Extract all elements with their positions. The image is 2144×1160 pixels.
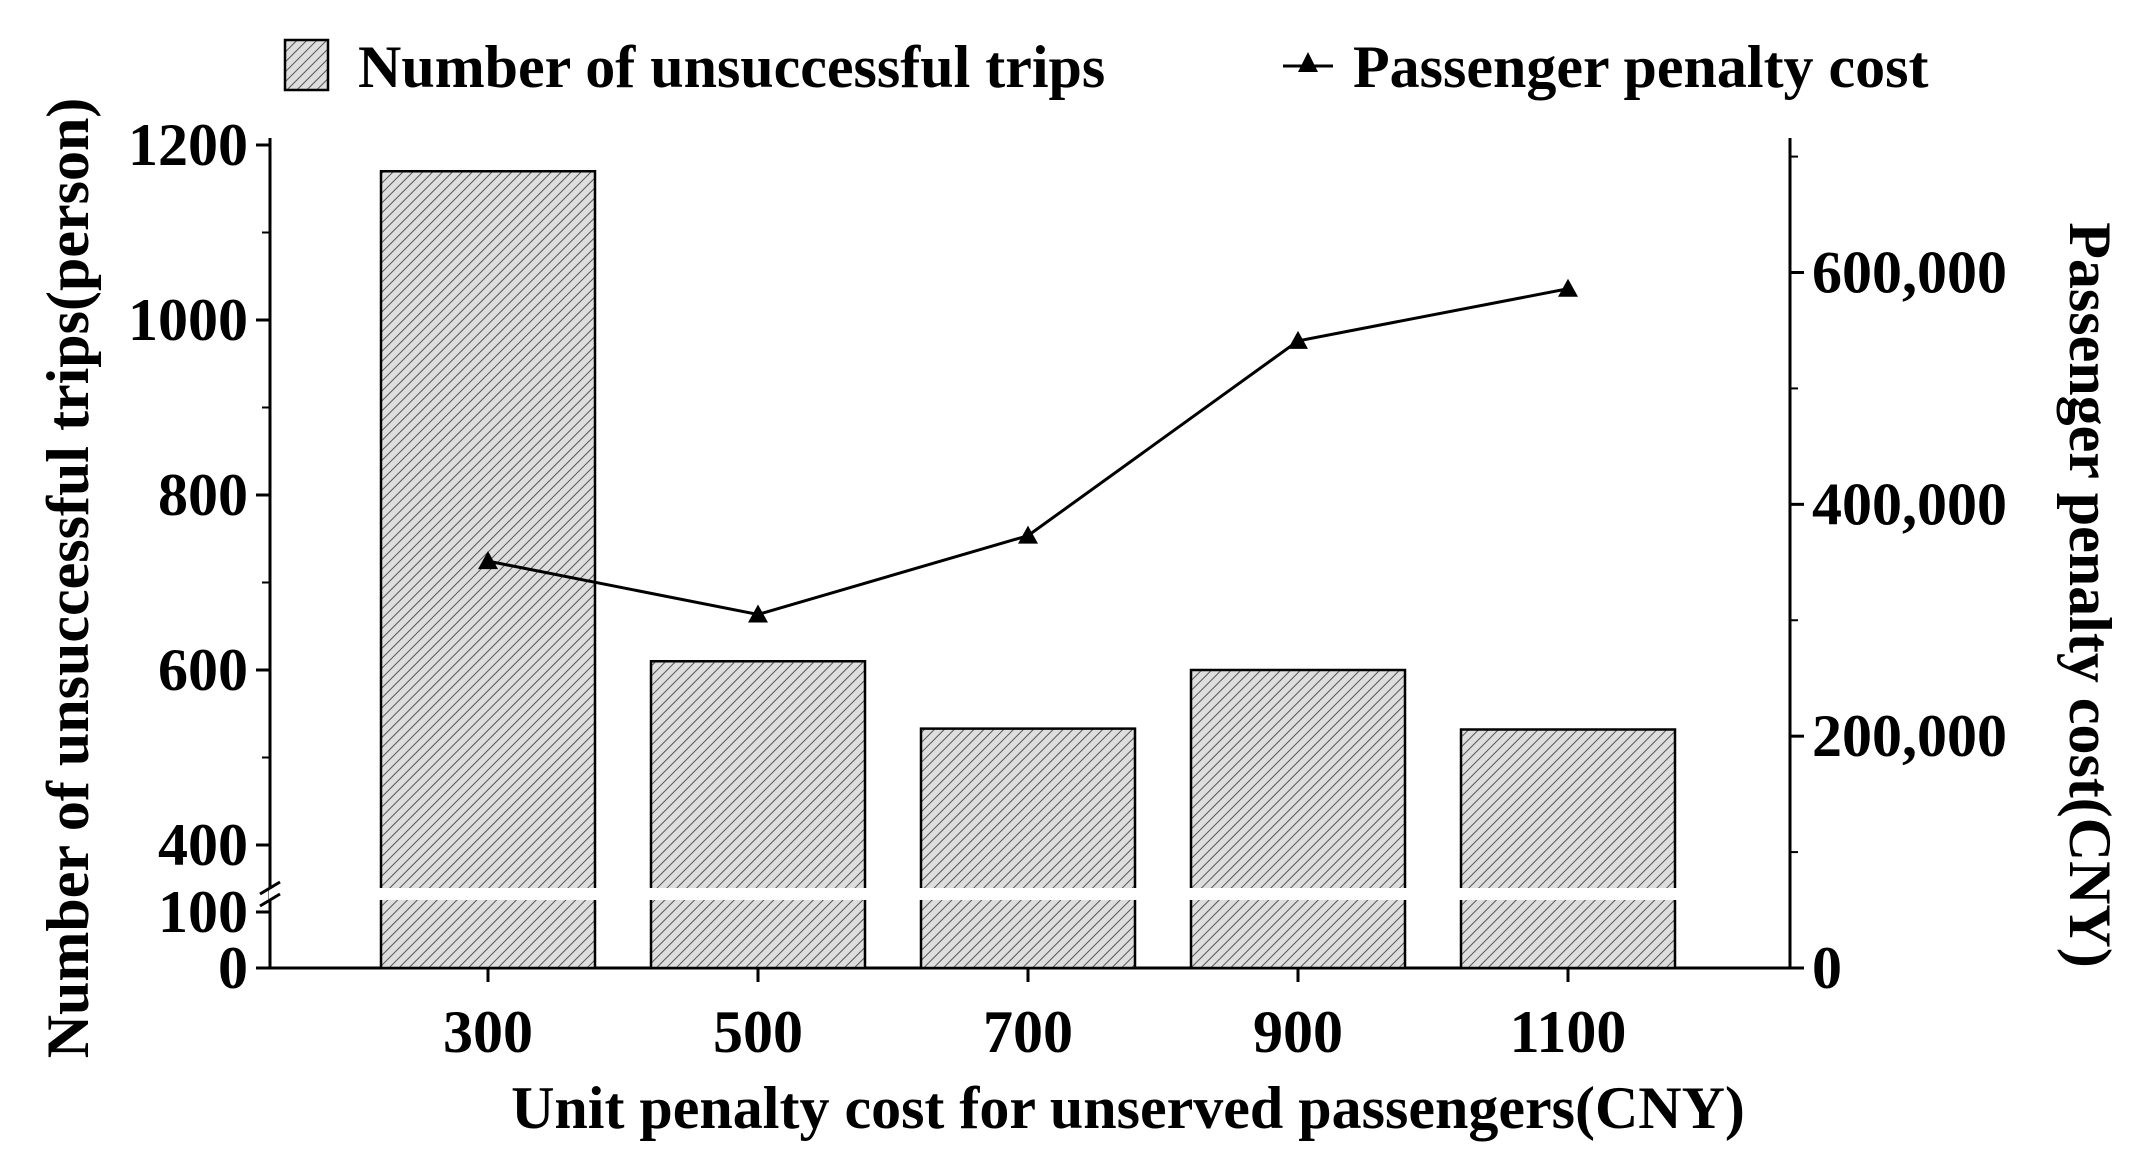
x-axis-title: Unit penalty cost for unserved passenger… (511, 1075, 1745, 1141)
right-tick-label-600000: 600,000 (1812, 240, 2007, 306)
legend-triangle-marker (1298, 52, 1318, 72)
bar-series (379, 170, 1677, 970)
left-tick-label-800: 800 (158, 462, 248, 528)
line-series (478, 278, 1578, 623)
x-tick-label-900: 900 (1253, 999, 1343, 1065)
left-tick-label-1000: 1000 (128, 287, 248, 353)
bar-700 (919, 727, 1137, 970)
right-tick-label-400000: 400,000 (1812, 471, 2007, 537)
axis-break-mark-top (259, 880, 281, 896)
left-tick-label-400: 400 (158, 812, 248, 878)
x-tick-label-500: 500 (713, 999, 803, 1065)
penalty-cost-point-300 (478, 551, 498, 570)
penalty-cost-point-1100 (1558, 278, 1578, 297)
right-tick-label-200000: 200,000 (1812, 703, 2007, 769)
left-tick-label-1200: 1200 (128, 112, 248, 178)
bar-300 (379, 170, 597, 970)
left-tick-label-600: 600 (158, 637, 248, 703)
legend-bar-swatch (283, 38, 330, 92)
axis-break-mark-bottom (259, 892, 281, 908)
left-tick-label-0: 0 (218, 935, 248, 1001)
right-tick-label-0: 0 (1812, 935, 1842, 1001)
left-axis-title: Number of unsuccessful trips(person) (35, 98, 101, 1059)
legend-bar-label: Number of unsuccessful trips (358, 34, 1105, 100)
x-axis-tick-labels: 300 500 700 900 1100 (443, 999, 1626, 1065)
axis-break (259, 880, 1779, 908)
axis-break-gap (269, 888, 1779, 900)
bar-1100 (1459, 728, 1677, 970)
penalty-cost-point-500 (748, 604, 768, 623)
legend-line-label: Passenger penalty cost (1353, 34, 1929, 100)
right-axis-title: Passenger penalty cost(CNY) (2057, 222, 2123, 967)
right-axis-tick-labels: 0 200,000 400,000 600,000 (1812, 240, 2007, 1001)
bar-900 (1189, 668, 1407, 970)
x-tick-label-300: 300 (443, 999, 533, 1065)
legend: Number of unsuccessful trips Passenger p… (283, 34, 1929, 100)
penalty-cost-line (487, 287, 1569, 617)
x-tick-label-1100: 1100 (1510, 999, 1627, 1065)
x-tick-label-700: 700 (983, 999, 1073, 1065)
left-tick-label-100: 100 (158, 879, 248, 945)
penalty-cost-point-700 (1018, 525, 1038, 544)
penalty-cost-point-900 (1288, 330, 1308, 349)
bar-500 (649, 660, 867, 970)
